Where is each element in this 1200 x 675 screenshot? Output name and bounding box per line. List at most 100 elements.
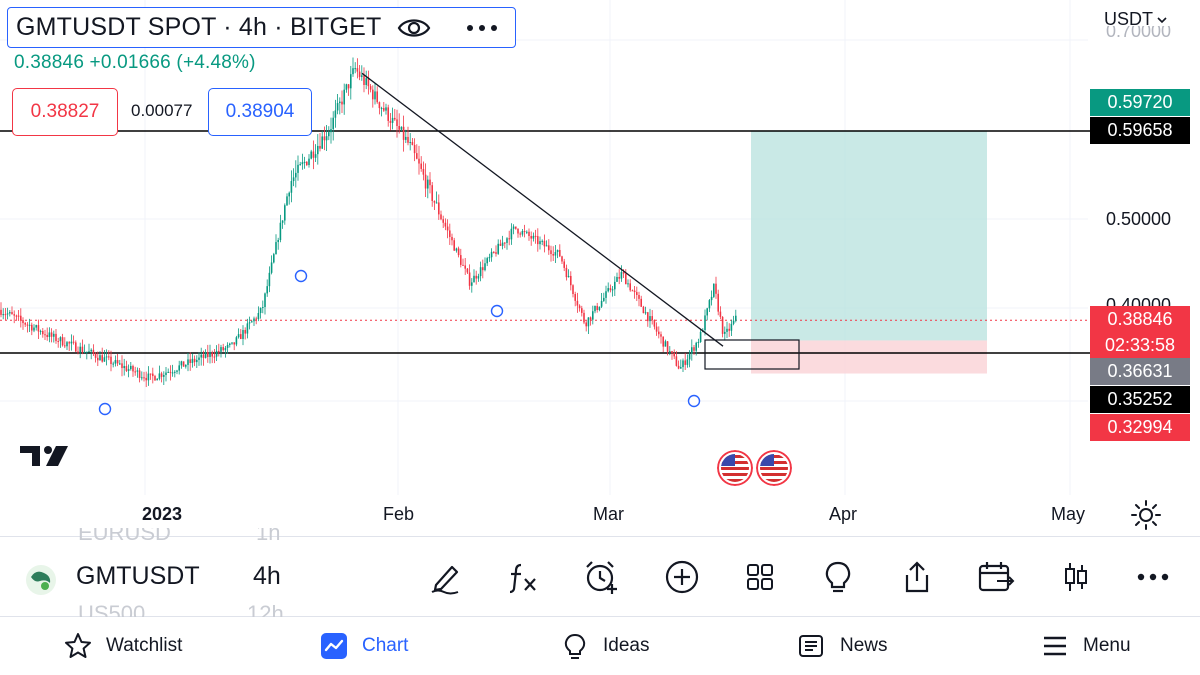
candle-body xyxy=(592,311,594,320)
price-chart[interactable] xyxy=(0,0,1200,536)
candle-body xyxy=(572,285,574,295)
candle-body xyxy=(156,378,158,381)
candle-body xyxy=(677,365,680,369)
candle-body xyxy=(365,78,367,85)
chart-area[interactable]: GMTUSDT SPOT · 4h · BITGET 0.38846 +0.01… xyxy=(0,0,1200,536)
candle-body xyxy=(314,154,317,158)
bid-price-button[interactable]: 0.38827 xyxy=(12,88,118,136)
theme-sun-icon[interactable] xyxy=(1130,499,1162,531)
candle-body xyxy=(281,220,284,223)
entry-box xyxy=(704,339,800,370)
candle-body xyxy=(20,315,22,321)
candle-body xyxy=(356,68,359,72)
candle-body xyxy=(523,231,526,233)
candle-body xyxy=(171,372,174,374)
candle-body xyxy=(374,91,376,100)
candle-body xyxy=(35,325,37,328)
candle-body xyxy=(563,261,565,268)
candle-body xyxy=(501,242,504,246)
candle-body xyxy=(460,255,462,265)
candle-body xyxy=(319,145,321,149)
candle-body xyxy=(548,245,550,251)
nav-menu[interactable]: Menu xyxy=(1041,629,1131,663)
candle-body xyxy=(361,75,363,77)
replay-button[interactable] xyxy=(976,557,1016,597)
symbol-selector[interactable]: GMTUSDT xyxy=(76,562,200,590)
candle-body xyxy=(559,249,561,257)
candle-body xyxy=(215,350,218,357)
chart-type-button[interactable] xyxy=(1056,557,1096,597)
interval-selector[interactable]: 4h xyxy=(253,562,281,590)
ideas-bulb-icon xyxy=(825,561,851,593)
next-symbol-ghost: US500 xyxy=(78,601,146,617)
candle-body xyxy=(424,174,427,189)
candle-body xyxy=(257,312,260,320)
last-price-tag: 0.38846 xyxy=(1090,306,1190,333)
candle-body xyxy=(350,74,352,89)
us-flag-event-icon[interactable] xyxy=(756,450,792,486)
currency-selector[interactable]: USDT xyxy=(1104,9,1167,30)
candle-body xyxy=(233,342,235,345)
nav-watchlist[interactable]: Watchlist xyxy=(64,629,182,663)
candle-body xyxy=(508,238,510,240)
candle-body xyxy=(330,129,332,133)
event-marker-icon xyxy=(490,304,504,318)
eye-icon[interactable] xyxy=(397,14,431,42)
trendline xyxy=(361,72,724,347)
share-button[interactable] xyxy=(897,557,937,597)
candle-body xyxy=(182,361,185,367)
candle-body xyxy=(688,353,691,360)
candle-body xyxy=(607,288,609,292)
candle-body xyxy=(644,312,647,314)
ask-price-button[interactable]: 0.38904 xyxy=(208,88,312,136)
nav-ideas[interactable]: Ideas xyxy=(561,629,649,663)
candle-body xyxy=(660,334,662,337)
alerts-button[interactable] xyxy=(581,557,621,597)
candle-body xyxy=(79,346,81,353)
candle-body xyxy=(127,369,130,371)
candle-body xyxy=(543,240,546,247)
candle-body xyxy=(253,318,255,322)
more-button[interactable] xyxy=(1133,557,1173,597)
symbol-header[interactable]: GMTUSDT SPOT · 4h · BITGET xyxy=(7,7,516,48)
candle-body xyxy=(178,365,180,371)
drawing-tools-button[interactable] xyxy=(426,557,466,597)
candle-body xyxy=(504,242,506,244)
candle-body xyxy=(724,331,726,334)
prev-interval-ghost: 1h xyxy=(256,528,281,545)
candle-body xyxy=(394,117,396,120)
candle-body xyxy=(693,347,695,351)
candle-body xyxy=(449,230,451,237)
us-flag-event-icon[interactable] xyxy=(717,450,753,486)
prev-symbol-ghost: EURUSD xyxy=(78,528,171,545)
candle-body xyxy=(389,120,392,123)
ideas-button[interactable] xyxy=(818,557,858,597)
candle-body xyxy=(341,101,343,105)
candle-body xyxy=(94,353,97,358)
candle-body xyxy=(369,86,372,90)
indicators-fx-icon xyxy=(509,563,536,594)
indicators-button[interactable] xyxy=(503,557,543,597)
more-dots-icon[interactable] xyxy=(460,16,504,40)
add-button[interactable] xyxy=(662,557,702,597)
layouts-button[interactable] xyxy=(740,557,780,597)
time-axis-tick: 2023 xyxy=(142,504,183,524)
candle-body xyxy=(99,355,101,361)
candle-body xyxy=(363,75,365,85)
nav-news[interactable]: News xyxy=(798,629,888,663)
candle-body xyxy=(376,91,378,103)
event-marker-icon xyxy=(98,402,112,416)
candle-body xyxy=(581,308,583,313)
candle-body xyxy=(576,300,579,306)
candle-body xyxy=(165,372,167,376)
nav-chart[interactable]: Chart xyxy=(320,629,408,663)
symbol-title[interactable]: GMTUSDT SPOT · 4h · BITGET xyxy=(16,13,382,41)
candle-body xyxy=(418,158,420,164)
stop-price-tag: 0.32994 xyxy=(1090,414,1190,441)
nav-menu-label: Menu xyxy=(1083,635,1131,656)
candle-body xyxy=(484,263,486,271)
candle-body xyxy=(400,126,403,130)
candle-body xyxy=(457,248,460,256)
candle-body xyxy=(372,89,374,100)
candle-body xyxy=(717,293,719,312)
